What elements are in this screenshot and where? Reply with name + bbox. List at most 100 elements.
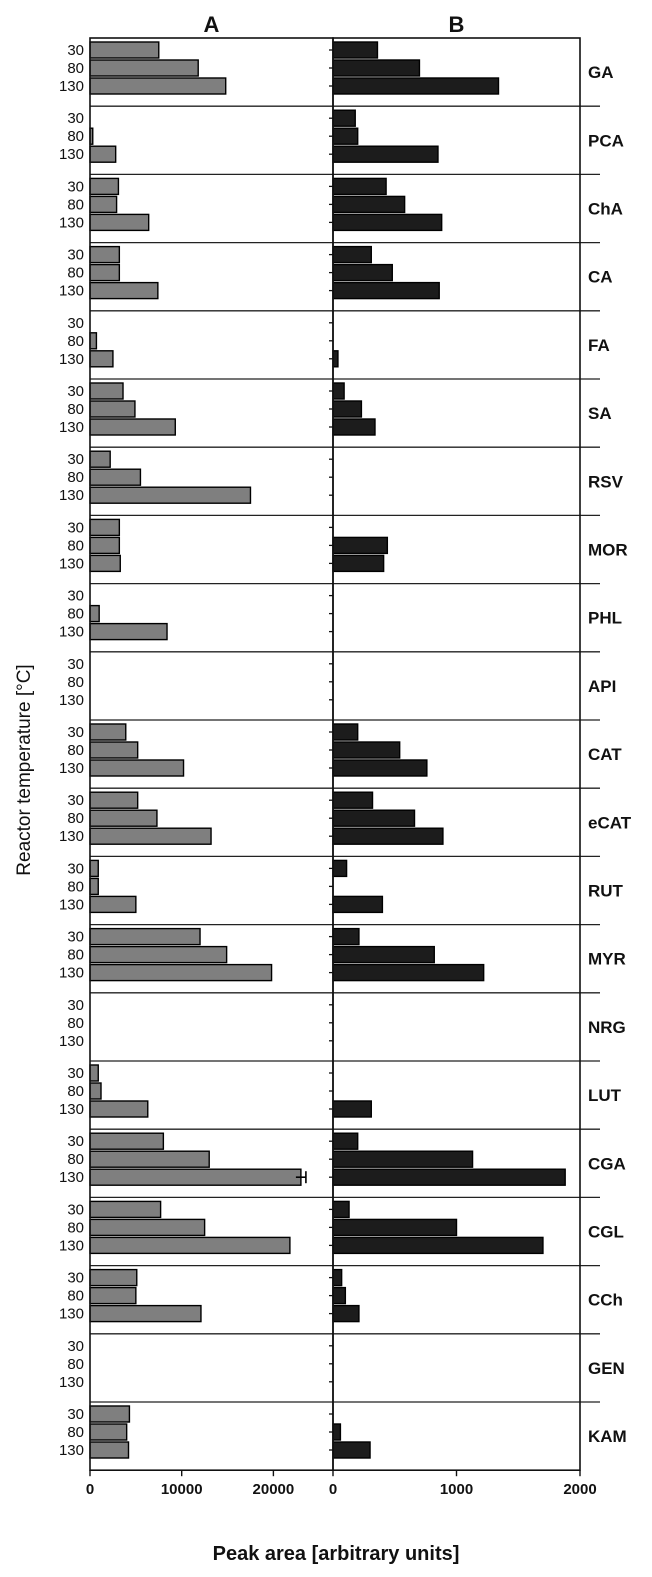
bar-B-LUT-130 (332, 1100, 372, 1118)
temperature-tick-label: 30 (67, 1133, 84, 1150)
temperature-tick-label: 80 (67, 1151, 84, 1168)
compound-label: CGA (588, 1154, 626, 1173)
bar-B-RUT-30 (332, 859, 348, 878)
temperature-tick-label: 30 (67, 315, 84, 332)
compound-label: CA (588, 268, 613, 287)
bar-B-ChA-80 (332, 195, 406, 214)
bar-A-GA-80 (89, 59, 199, 77)
bar-A-MYR-30 (89, 927, 201, 946)
bar-A-CA-130 (89, 281, 159, 300)
compound-label: MOR (588, 541, 628, 560)
temperature-tick-label: 30 (67, 792, 84, 809)
temperature-tick-label: 80 (67, 333, 84, 350)
x-tick-label-B: 1000 (440, 1481, 473, 1498)
bar-B-CA-30 (332, 245, 372, 264)
compound-label: FA (588, 336, 610, 355)
bar-B-SA-80 (332, 400, 363, 418)
bar-A-eCAT-30 (89, 791, 139, 809)
temperature-tick-label: 30 (67, 42, 84, 59)
bar-A-MOR-30 (89, 518, 121, 537)
x-tick-label-A: 0 (86, 1481, 94, 1498)
bar-A-CA-80 (89, 263, 121, 282)
x-tick-label-A: 10000 (161, 1481, 203, 1498)
compound-label: NRG (588, 1018, 626, 1037)
bar-B-KAM-130 (332, 1441, 371, 1459)
bar-A-KAM-30 (89, 1405, 131, 1423)
temperature-tick-label: 80 (67, 1424, 84, 1441)
bar-A-SA-30 (89, 382, 124, 400)
bar-A-KAM-130 (89, 1441, 130, 1459)
bar-A-SA-80 (89, 400, 136, 418)
bar-B-ChA-130 (332, 213, 443, 232)
bar-A-LUT-130 (89, 1100, 149, 1118)
bar-A-CCh-80 (89, 1286, 137, 1305)
bar-B-CCh-130 (332, 1304, 360, 1323)
bar-B-MOR-80 (332, 536, 389, 555)
compound-label: ChA (588, 200, 623, 219)
temperature-tick-label: 80 (67, 606, 84, 623)
bar-A-CCh-130 (89, 1304, 202, 1323)
bar-A-PHL-80 (89, 604, 100, 623)
bar-B-CAT-80 (332, 741, 401, 759)
bar-A-MYR-130 (89, 963, 273, 982)
temperature-tick-label: 30 (67, 656, 84, 673)
bar-B-CGL-130 (332, 1236, 544, 1255)
bar-A-CGL-80 (89, 1218, 206, 1237)
bar-A-RUT-80 (89, 877, 99, 896)
bar-A-KAM-80 (89, 1423, 128, 1441)
bar-B-MYR-80 (332, 945, 435, 964)
compound-label: LUT (588, 1086, 622, 1105)
bar-A-MOR-80 (89, 536, 121, 555)
bar-A-CGA-80 (89, 1150, 210, 1168)
temperature-tick-label: 130 (59, 1101, 84, 1118)
temperature-tick-label: 80 (67, 1219, 84, 1236)
x-tick-label-B: 0 (329, 1481, 337, 1498)
bar-B-PCA-30 (332, 109, 356, 127)
compound-label: API (588, 677, 616, 696)
bar-B-CCh-80 (332, 1286, 347, 1305)
bar-A-RSV-30 (89, 450, 111, 468)
temperature-tick-label: 130 (59, 419, 84, 436)
bar-A-eCAT-80 (89, 809, 158, 827)
temperature-tick-label: 30 (67, 929, 84, 946)
bar-B-SA-30 (332, 382, 345, 400)
bar-B-GA-130 (332, 77, 500, 95)
y-axis-title: Reactor temperature [°C] (14, 664, 35, 875)
temperature-tick-label: 130 (59, 487, 84, 504)
temperature-tick-label: 130 (59, 896, 84, 913)
bar-B-CGA-30 (332, 1132, 359, 1150)
temperature-tick-label: 130 (59, 692, 84, 709)
temperature-tick-label: 80 (67, 674, 84, 691)
temperature-tick-label: 130 (59, 78, 84, 95)
compound-label: CCh (588, 1291, 623, 1310)
temperature-tick-label: 30 (67, 110, 84, 127)
bar-A-CGL-30 (89, 1200, 162, 1219)
x-tick-label-A: 20000 (253, 1481, 295, 1498)
temperature-tick-label: 30 (67, 1338, 84, 1355)
bar-A-RUT-30 (89, 859, 99, 878)
bar-A-FA-130 (89, 350, 114, 368)
temperature-tick-label: 80 (67, 878, 84, 895)
bar-B-MOR-130 (332, 554, 385, 573)
bar-B-CGL-80 (332, 1218, 458, 1237)
temperature-tick-label: 130 (59, 1442, 84, 1459)
compound-label: PCA (588, 131, 624, 150)
temperature-tick-label: 80 (67, 742, 84, 759)
temperature-tick-label: 80 (67, 1083, 84, 1100)
temperature-tick-label: 130 (59, 1033, 84, 1050)
x-tick-label-B: 2000 (563, 1481, 596, 1498)
bar-B-KAM-80 (332, 1423, 342, 1441)
bar-A-LUT-30 (89, 1064, 99, 1082)
bar-A-SA-130 (89, 418, 176, 436)
temperature-tick-label: 30 (67, 1406, 84, 1423)
temperature-tick-label: 30 (67, 178, 84, 195)
temperature-tick-label: 80 (67, 1288, 84, 1305)
temperature-tick-label: 30 (67, 724, 84, 741)
temperature-tick-label: 130 (59, 965, 84, 982)
compound-label: GA (588, 63, 614, 82)
temperature-tick-label: 130 (59, 146, 84, 163)
temperature-tick-label: 130 (59, 1374, 84, 1391)
bar-B-MYR-130 (332, 963, 485, 982)
temperature-tick-label: 80 (67, 401, 84, 418)
